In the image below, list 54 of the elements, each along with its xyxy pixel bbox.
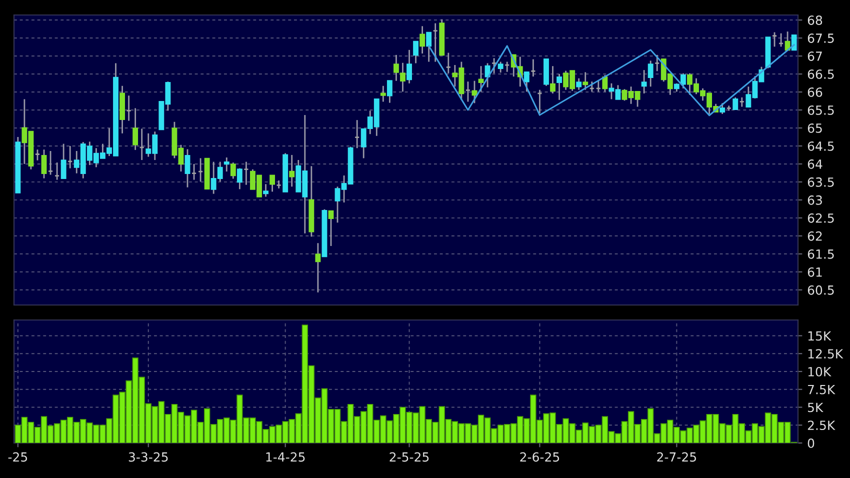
- candlestick: [380, 85, 386, 102]
- y-tick-label: 67.5: [808, 34, 834, 43]
- candlestick: [328, 210, 334, 247]
- y-tick-label: 61.5: [808, 249, 834, 259]
- x-tick-label: 1-4-25: [266, 452, 305, 462]
- candlestick: [641, 69, 647, 94]
- y-tick-label: 63: [808, 195, 822, 205]
- x-tick-label: 2-7-25: [657, 452, 696, 462]
- candlestick: [224, 156, 230, 172]
- candlestick: [406, 49, 412, 84]
- y-tick-label: 0: [808, 438, 814, 448]
- candlestick: [289, 154, 295, 188]
- x-tick-label: 2-5-25: [390, 452, 429, 462]
- x-tick-label: 3-3-25: [128, 452, 168, 462]
- y-tick-label: 64.5: [808, 141, 834, 151]
- candlestick: [472, 80, 478, 104]
- y-tick-label: 60.5: [808, 285, 834, 295]
- y-tick-label: 66.5: [808, 69, 834, 79]
- candlestick: [315, 242, 321, 294]
- y-tick-label: 65.5: [808, 105, 834, 115]
- y-tick-label: 64: [808, 159, 822, 169]
- x-tick-label: -25: [8, 452, 28, 462]
- x-tick-label: 2-6-25: [520, 452, 560, 462]
- y-tick-label: 66: [808, 87, 822, 97]
- y-tick-label: 15K: [808, 331, 832, 341]
- y-tick-label: 5K: [808, 402, 824, 412]
- y-tick-label: 65: [808, 123, 822, 133]
- candlestick: [184, 148, 190, 188]
- candlestick: [41, 148, 47, 180]
- y-tick-label: 68: [808, 16, 822, 25]
- candlestick: [784, 30, 790, 51]
- y-tick-label: 67: [808, 51, 822, 61]
- candlestick: [263, 183, 268, 198]
- y-tick-label: 62: [808, 231, 822, 241]
- candlestick: [420, 25, 426, 54]
- candlestick: [132, 107, 138, 151]
- candlestick: [230, 162, 236, 180]
- candlestick: [550, 65, 556, 94]
- candlestick: [576, 78, 582, 91]
- candlestick: [582, 72, 588, 91]
- candlestick: [386, 80, 392, 104]
- candlestick: [556, 73, 562, 101]
- candlestick: [478, 65, 484, 92]
- candlestick: [413, 40, 418, 64]
- y-tick-label: 10K: [808, 366, 832, 376]
- candlestick: [270, 174, 276, 192]
- y-tick-label: 2.5K: [808, 420, 836, 430]
- y-tick-label: 61: [808, 267, 822, 277]
- y-tick-label: 12.5K: [808, 349, 844, 359]
- y-tick-label: 62.5: [808, 213, 834, 223]
- candlestick: [426, 32, 432, 62]
- y-tick-label: 7.5K: [808, 385, 836, 394]
- y-tick-label: 63.5: [808, 177, 834, 187]
- candlestick: [720, 102, 726, 115]
